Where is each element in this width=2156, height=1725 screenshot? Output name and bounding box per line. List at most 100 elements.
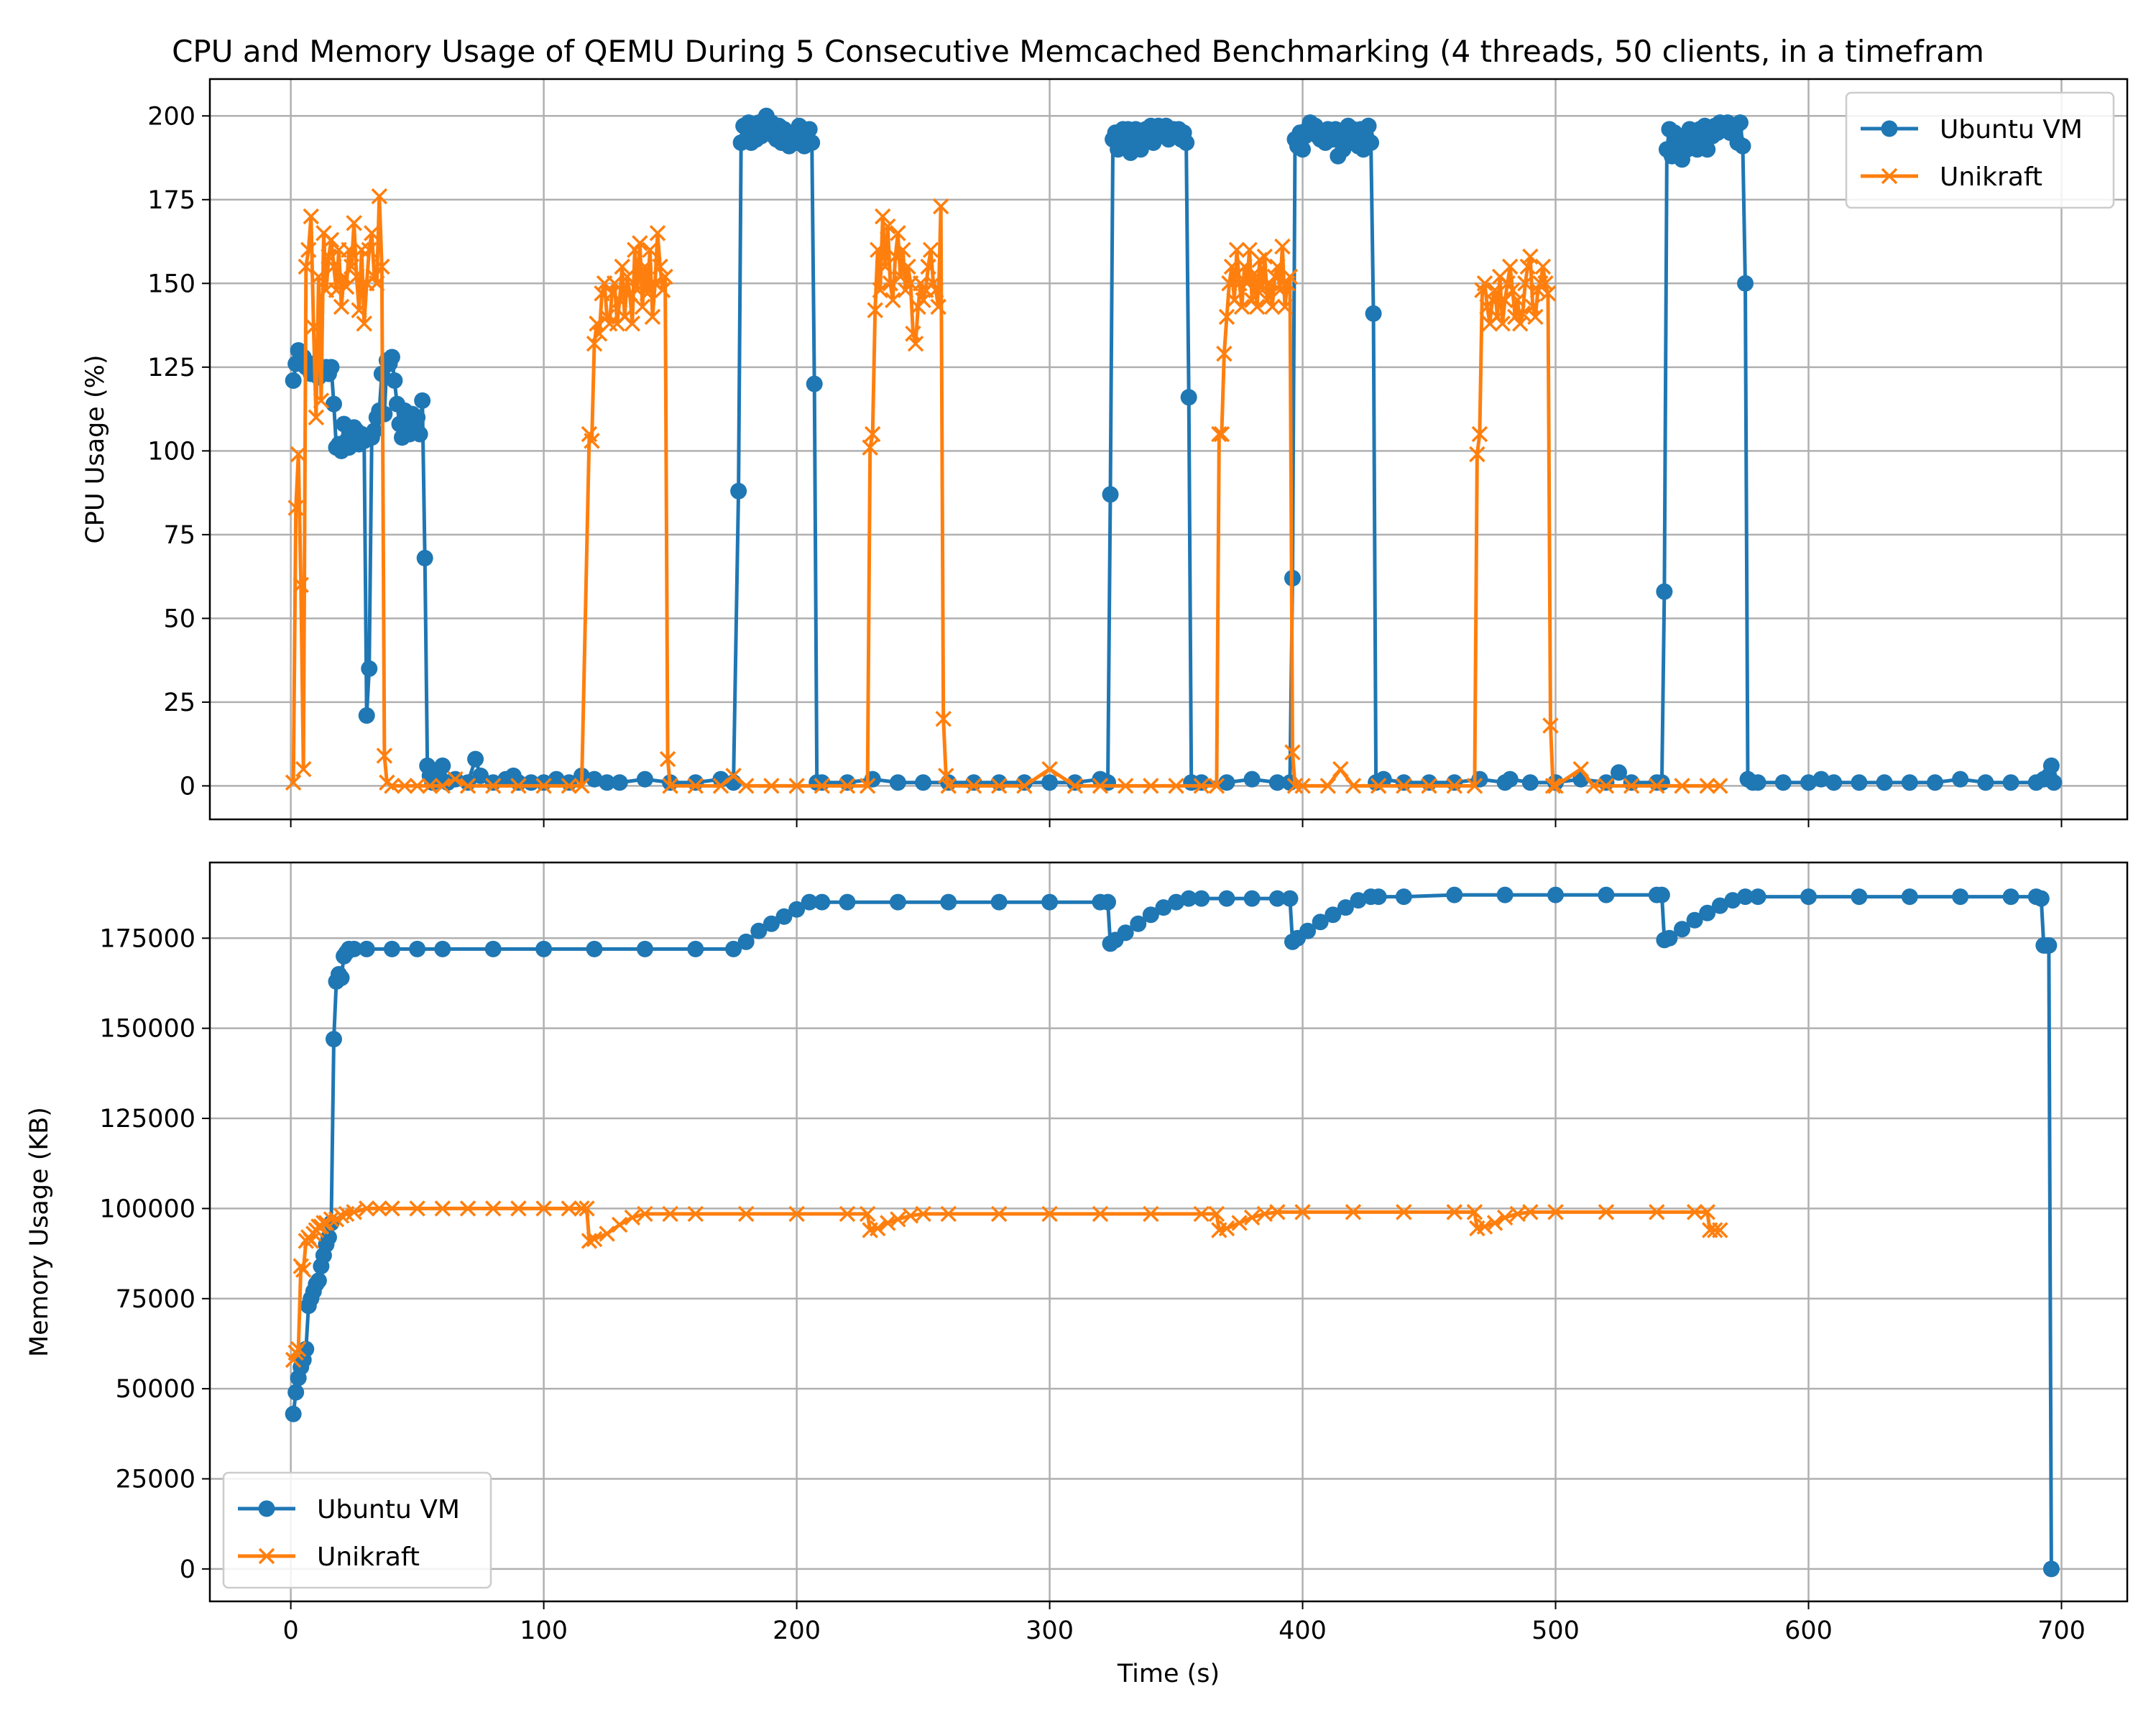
data-point [657, 268, 673, 285]
legend-label: Unikraft [317, 1542, 420, 1572]
data-point [287, 500, 304, 516]
data-point [409, 940, 426, 957]
data-point [573, 1200, 590, 1217]
data-point [1466, 778, 1483, 794]
data-point [889, 893, 906, 911]
data-point [1396, 1204, 1412, 1220]
x-tick-label: 0 [282, 1616, 298, 1645]
series-line [291, 114, 2056, 785]
legend-label: Unikraft [1940, 162, 2042, 192]
data-point [636, 770, 653, 788]
data-point [725, 940, 742, 957]
data-point [990, 778, 1008, 794]
data-point [1281, 890, 1299, 907]
series-line [291, 893, 2053, 1569]
data-point [880, 1215, 896, 1231]
data-point [788, 901, 806, 918]
data-point [1496, 1209, 1514, 1226]
data-point [872, 282, 888, 298]
data-point [361, 660, 378, 677]
y-tick-label: 100 [147, 437, 195, 466]
data-point [535, 940, 553, 957]
data-point [1977, 774, 1994, 791]
x-tick-label: 500 [1531, 1616, 1580, 1645]
data-point [1143, 1205, 1159, 1223]
legend-box [1845, 91, 2115, 209]
data-point [624, 315, 641, 332]
data-point [1501, 770, 1519, 788]
data-point [1699, 1204, 1715, 1220]
data-point [1092, 1205, 1109, 1223]
data-point [1168, 778, 1184, 794]
data-point [889, 774, 906, 791]
data-point [1544, 778, 1562, 794]
data-point [325, 1031, 342, 1048]
data-point [1547, 1204, 1564, 1220]
y-tick-label: 125000 [99, 1105, 195, 1133]
data-point [346, 940, 363, 957]
data-point [940, 778, 957, 794]
data-point [1699, 904, 1716, 921]
data-point [310, 1272, 327, 1289]
data-point [737, 778, 755, 794]
data-point [990, 774, 1008, 791]
data-point [649, 225, 666, 242]
data-point [1547, 778, 1564, 794]
data-point [1041, 774, 1059, 791]
data-point [1712, 1222, 1728, 1238]
data-point [1494, 315, 1511, 332]
data-point [1243, 890, 1261, 907]
y-axis-label: Memory Usage (KB) [25, 1107, 54, 1357]
series-ubuntu-vm [285, 886, 2060, 1578]
data-point [1421, 774, 1438, 791]
data-point [1519, 258, 1537, 275]
data-point [1649, 1204, 1665, 1220]
data-point [1256, 1205, 1273, 1223]
data-point [611, 1216, 628, 1233]
y-tick-label: 175 [147, 186, 195, 215]
series-unikraft [285, 188, 1728, 794]
legend-marker [258, 1547, 275, 1565]
data-point [1800, 774, 1818, 791]
data-point [346, 1204, 362, 1220]
data-point [323, 359, 340, 376]
cpu-usage-panel: 0 25 50 75 100 125 150 175 200 CPU Usage (%) Ubunt… [81, 78, 2129, 827]
data-point [1395, 774, 1412, 791]
data-point [1952, 770, 1969, 788]
data-point [1737, 275, 1754, 292]
data-point [1299, 922, 1317, 939]
data-point [371, 1200, 388, 1217]
data-point [927, 282, 944, 298]
data-point [1711, 897, 1728, 914]
data-point [907, 335, 924, 352]
data-point [839, 1205, 856, 1223]
data-point [447, 770, 464, 788]
data-point [1231, 1215, 1248, 1231]
data-point [1731, 114, 1749, 132]
data-point [374, 258, 390, 275]
data-point [358, 707, 375, 724]
data-point [890, 225, 906, 242]
data-point [1168, 893, 1185, 911]
data-point [384, 778, 400, 794]
data-point [285, 372, 302, 389]
data-point [763, 915, 780, 932]
data-point [637, 1205, 653, 1223]
data-point [1243, 770, 1261, 788]
data-point [1294, 141, 1312, 158]
data-point [484, 778, 502, 794]
chart-title: CPU and Memory Usage of QEMU During 5 Co… [172, 34, 1984, 69]
data-point [1370, 778, 1387, 794]
data-point [1446, 886, 1463, 903]
y-tick-label: 100000 [99, 1195, 195, 1223]
data-point [1901, 774, 1918, 791]
data-point [1213, 426, 1230, 443]
data-point [1851, 774, 1868, 791]
data-point [434, 778, 451, 794]
data-point [411, 426, 428, 443]
data-point [1143, 778, 1159, 794]
data-point [1471, 426, 1488, 443]
data-point [1611, 764, 1628, 781]
data-point [1542, 717, 1559, 734]
data-point [1504, 282, 1521, 298]
